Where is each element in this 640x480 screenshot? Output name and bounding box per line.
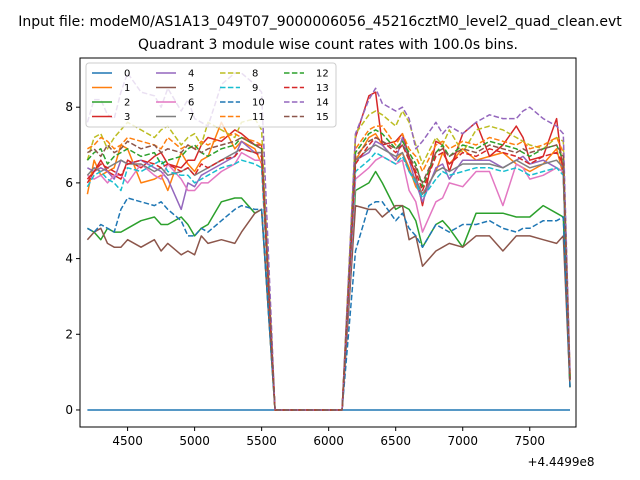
legend-label-8: 8 [252,69,258,80]
series-line-14 [86,72,571,411]
legend-label-5: 5 [188,83,194,94]
series-layer [86,72,571,411]
y-tick-label: 4 [65,252,73,266]
legend-label-1: 1 [124,83,130,94]
legend-label-13: 13 [316,83,329,94]
x-tick-label: 6000 [313,434,344,448]
y-tick-label: 2 [65,327,73,341]
legend-label-0: 0 [124,69,130,80]
chart-suptitle: Input file: modeM0/AS1A13_049T07_9000006… [18,14,622,30]
legend-label-3: 3 [124,112,130,123]
y-tick-label: 8 [65,100,73,114]
y-tick-label: 0 [65,403,73,417]
x-tick-label: 6500 [380,434,411,448]
x-tick-label: 4500 [112,434,143,448]
x-axis-offset-label: +4.4499e8 [527,455,594,469]
x-tick-label: 7500 [514,434,545,448]
legend-label-7: 7 [188,112,194,123]
x-tick-label: 5000 [179,434,210,448]
chart-title: Quadrant 3 module wise count rates with … [138,37,518,53]
axes-frame [79,57,577,428]
x-axis: 4500 5000 5500 6000 6500 7000 7500 [112,427,545,448]
series-line-15 [87,136,571,411]
legend-frame [85,62,337,128]
legend-label-2: 2 [124,98,130,109]
legend-label-10: 10 [252,98,265,109]
legend-label-15: 15 [316,112,329,123]
y-axis: 0 2 4 6 8 [65,100,80,417]
x-tick-label: 7000 [447,434,478,448]
legend-label-4: 4 [188,69,194,80]
legend-label-9: 9 [252,83,258,94]
legend-label-14: 14 [316,98,329,109]
y-tick-label: 6 [65,176,73,190]
x-tick-label: 5500 [246,434,277,448]
legend-label-6: 6 [188,98,194,109]
legend-label-11: 11 [252,112,265,123]
legend-label-12: 12 [316,69,329,80]
